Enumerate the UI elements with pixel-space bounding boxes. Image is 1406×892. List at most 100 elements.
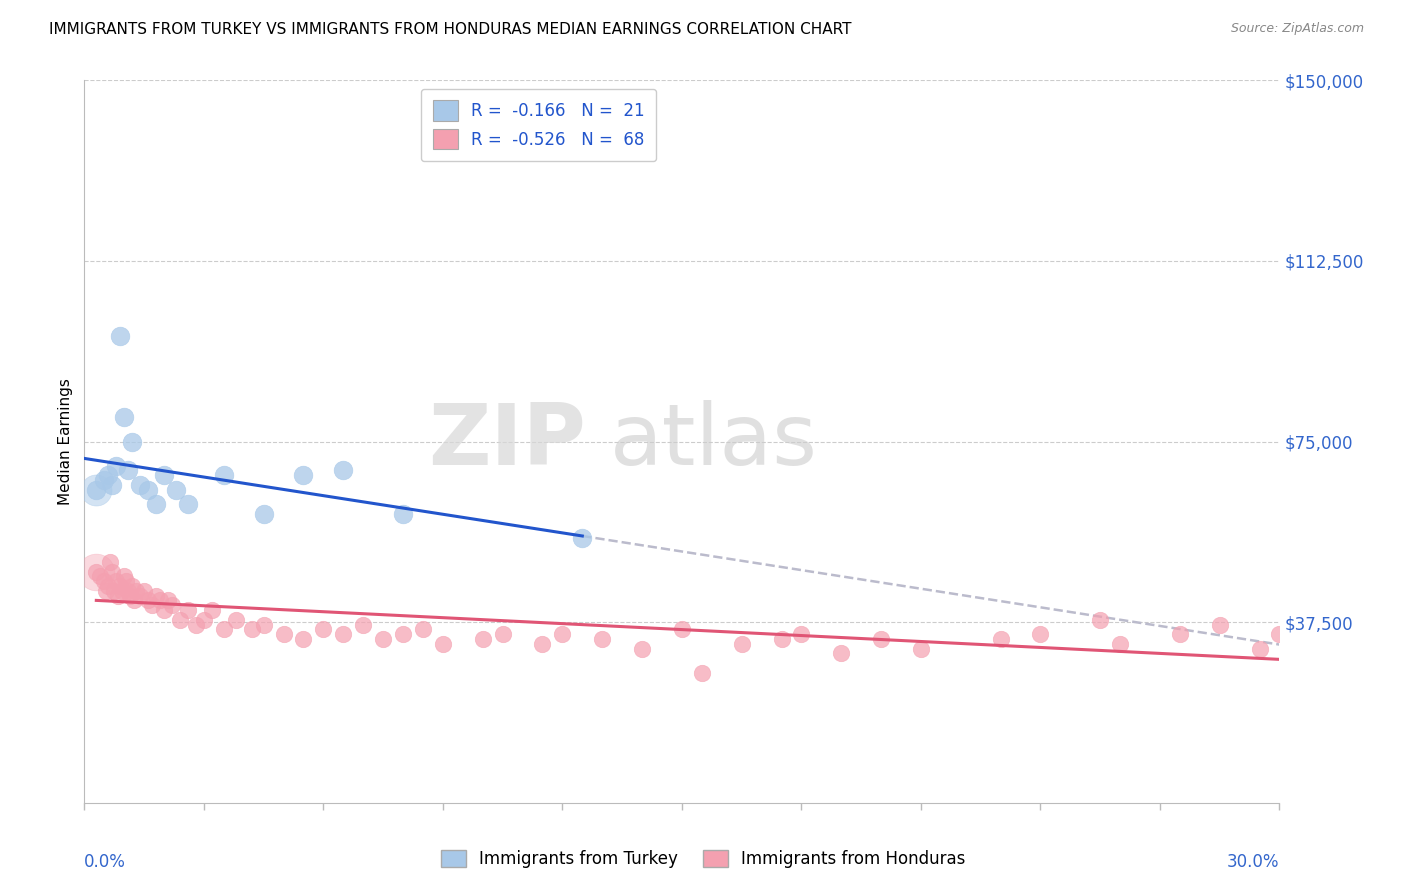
- Point: [86, 483, 108, 497]
- Point: [97, 468, 120, 483]
- Point: [671, 623, 693, 637]
- Point: [177, 497, 200, 511]
- Point: [96, 583, 118, 598]
- Point: [591, 632, 613, 646]
- Point: [690, 665, 713, 680]
- Point: [193, 613, 215, 627]
- Point: [1029, 627, 1052, 641]
- Point: [332, 463, 354, 477]
- Point: [1249, 641, 1271, 656]
- Point: [1109, 637, 1132, 651]
- Point: [551, 627, 574, 641]
- Point: [830, 647, 852, 661]
- Point: [145, 589, 167, 603]
- Point: [120, 589, 142, 603]
- Point: [136, 593, 159, 607]
- Point: [86, 565, 108, 579]
- Point: [153, 468, 176, 483]
- Point: [790, 627, 813, 641]
- Point: [112, 569, 135, 583]
- Point: [531, 637, 554, 651]
- Text: Source: ZipAtlas.com: Source: ZipAtlas.com: [1230, 22, 1364, 36]
- Point: [731, 637, 754, 651]
- Point: [136, 483, 159, 497]
- Point: [201, 603, 224, 617]
- Text: atlas: atlas: [610, 400, 818, 483]
- Point: [212, 468, 235, 483]
- Point: [101, 565, 124, 579]
- Point: [392, 507, 415, 521]
- Point: [292, 632, 315, 646]
- Point: [160, 599, 183, 613]
- Point: [97, 579, 120, 593]
- Point: [240, 623, 263, 637]
- Point: [145, 497, 167, 511]
- Point: [471, 632, 494, 646]
- Point: [253, 507, 276, 521]
- Point: [86, 565, 108, 579]
- Point: [1168, 627, 1191, 641]
- Point: [631, 641, 654, 656]
- Point: [107, 589, 129, 603]
- Point: [121, 579, 143, 593]
- Point: [129, 478, 152, 492]
- Point: [117, 463, 139, 477]
- Point: [105, 458, 128, 473]
- Point: [101, 478, 124, 492]
- Point: [990, 632, 1012, 646]
- Point: [141, 599, 163, 613]
- Point: [105, 574, 128, 589]
- Point: [253, 617, 276, 632]
- Point: [1090, 613, 1112, 627]
- Point: [352, 617, 374, 632]
- Point: [110, 579, 132, 593]
- Point: [169, 613, 191, 627]
- Point: [770, 632, 793, 646]
- Point: [110, 328, 132, 343]
- Point: [117, 583, 139, 598]
- Point: [1209, 617, 1232, 632]
- Point: [93, 574, 115, 589]
- Legend: R =  -0.166   N =  21, R =  -0.526   N =  68: R = -0.166 N = 21, R = -0.526 N = 68: [420, 88, 657, 161]
- Point: [129, 589, 152, 603]
- Point: [870, 632, 893, 646]
- Point: [112, 410, 135, 425]
- Point: [910, 641, 932, 656]
- Point: [332, 627, 354, 641]
- Point: [98, 555, 121, 569]
- Point: [103, 583, 125, 598]
- Point: [157, 593, 180, 607]
- Text: 30.0%: 30.0%: [1227, 854, 1279, 871]
- Point: [212, 623, 235, 637]
- Point: [273, 627, 295, 641]
- Point: [184, 617, 207, 632]
- Point: [132, 583, 156, 598]
- Point: [153, 603, 176, 617]
- Text: IMMIGRANTS FROM TURKEY VS IMMIGRANTS FROM HONDURAS MEDIAN EARNINGS CORRELATION C: IMMIGRANTS FROM TURKEY VS IMMIGRANTS FRO…: [49, 22, 852, 37]
- Point: [115, 574, 138, 589]
- Point: [93, 473, 115, 487]
- Point: [125, 583, 148, 598]
- Point: [1268, 627, 1291, 641]
- Point: [571, 531, 593, 545]
- Point: [165, 483, 187, 497]
- Text: ZIP: ZIP: [429, 400, 586, 483]
- Point: [312, 623, 335, 637]
- Point: [122, 593, 145, 607]
- Point: [89, 569, 111, 583]
- Point: [121, 434, 143, 449]
- Point: [111, 583, 134, 598]
- Point: [432, 637, 454, 651]
- Point: [225, 613, 247, 627]
- Point: [392, 627, 415, 641]
- Point: [292, 468, 315, 483]
- Point: [492, 627, 515, 641]
- Legend: Immigrants from Turkey, Immigrants from Honduras: Immigrants from Turkey, Immigrants from …: [434, 843, 972, 875]
- Point: [373, 632, 395, 646]
- Point: [412, 623, 434, 637]
- Point: [86, 483, 108, 497]
- Text: 0.0%: 0.0%: [84, 854, 127, 871]
- Y-axis label: Median Earnings: Median Earnings: [58, 378, 73, 505]
- Point: [149, 593, 172, 607]
- Point: [177, 603, 200, 617]
